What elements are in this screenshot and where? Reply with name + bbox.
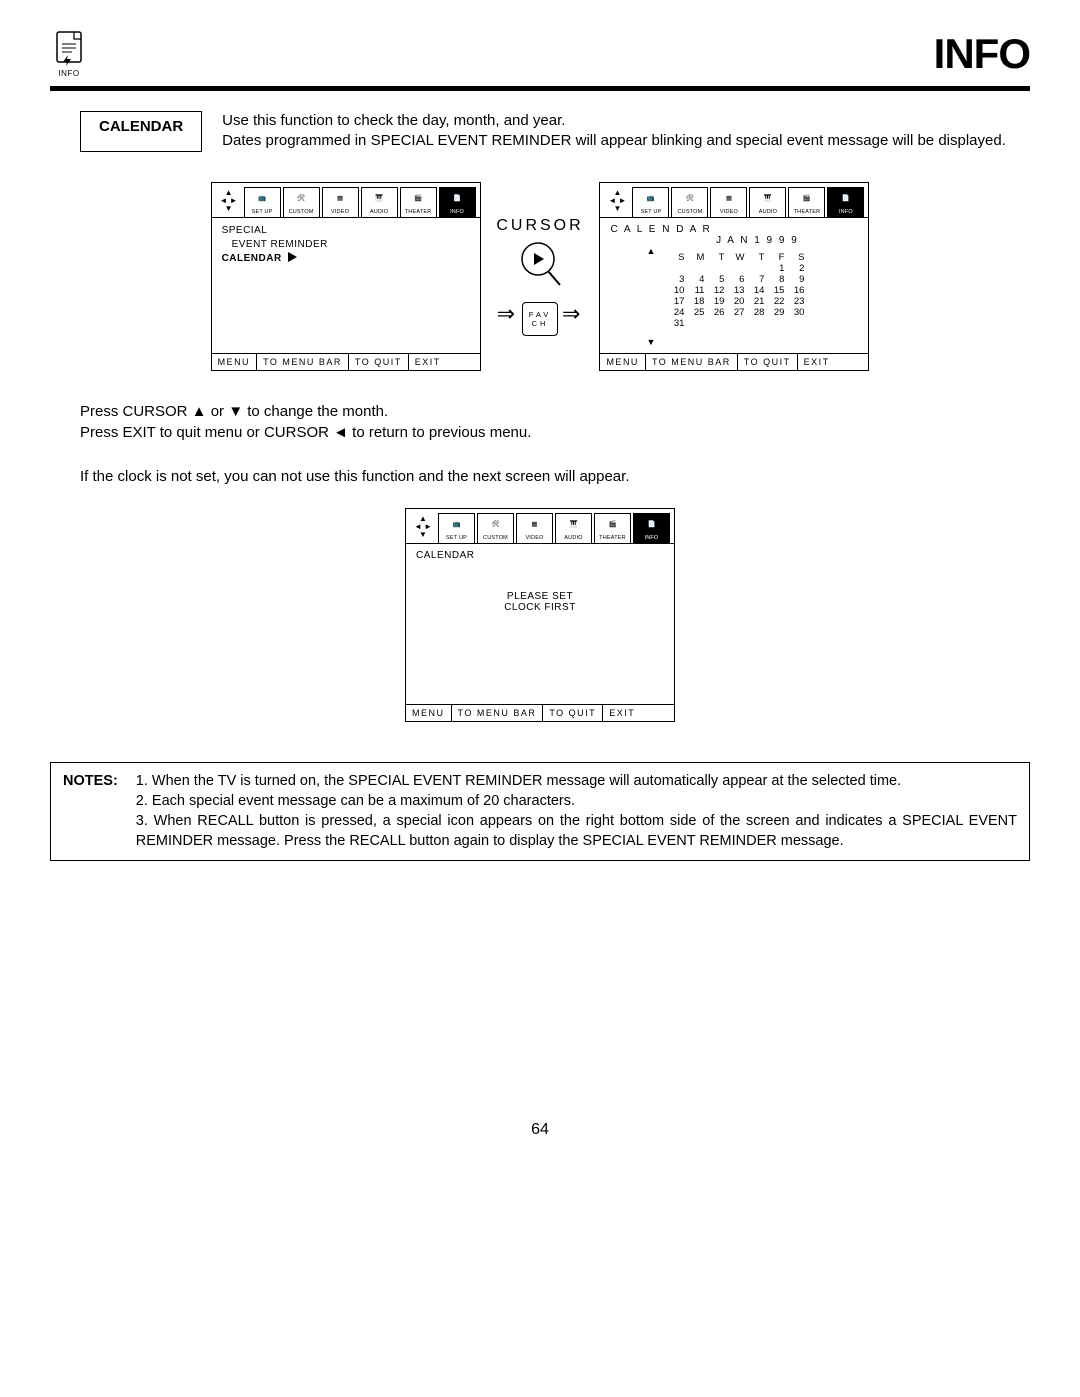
footer-bar: TO MENU BAR xyxy=(452,705,544,721)
tab-setup: 📺SET UP xyxy=(438,513,475,543)
section-label: CALENDAR xyxy=(80,111,202,152)
tab-theater: 🎬THEATER xyxy=(788,187,825,217)
page-number: 64 xyxy=(50,1121,1030,1139)
footer-exit: EXIT xyxy=(409,354,447,370)
cursor-label: CURSOR xyxy=(493,217,588,235)
info-page-icon xyxy=(54,31,84,67)
cursor-block: CURSOR ⇒ FAV CH ⇒ xyxy=(493,217,588,336)
page-header: INFO INFO xyxy=(50,30,1030,91)
nav-arrows-icon: ▲◄ ►▼ xyxy=(410,513,436,543)
tab-info: 📄INFO xyxy=(633,513,670,543)
tab-audio: 🎹AUDIO xyxy=(361,187,398,217)
header-title: INFO xyxy=(934,30,1030,78)
osd1-body: SPECIAL EVENT REMINDER CALENDAR xyxy=(212,218,480,353)
section-text: Use this function to check the day, mont… xyxy=(222,111,1030,152)
osd1-line3: CALENDAR xyxy=(222,252,470,266)
osd2-heading: C A L E N D A R xyxy=(610,224,858,235)
notes-box: NOTES: 1. When the TV is turned on, the … xyxy=(50,762,1030,861)
notes-label: NOTES: xyxy=(63,771,118,852)
nav-arrows-icon: ▲◄ ►▼ xyxy=(604,187,630,217)
osd2-footer: MENU TO MENU BAR TO QUIT EXIT xyxy=(600,353,868,370)
osd1-tabs: ▲◄ ►▼ 📺SET UP 🛠CUSTOM ▦VIDEO 🎹AUDIO 🎬THE… xyxy=(212,183,480,218)
footer-exit: EXIT xyxy=(798,354,836,370)
instruction-line2: Press EXIT to quit menu or CURSOR ◄ to r… xyxy=(80,422,1030,444)
osd1-footer: MENU TO MENU BAR TO QUIT EXIT xyxy=(212,353,480,370)
calendar-month-year: J A N 1 9 9 9 xyxy=(656,235,858,246)
tab-video: ▦VIDEO xyxy=(516,513,553,543)
tab-custom: 🛠CUSTOM xyxy=(477,513,514,543)
tab-custom: 🛠CUSTOM xyxy=(283,187,320,217)
footer-menu: MENU xyxy=(406,705,452,721)
osd3-heading: CALENDAR xyxy=(416,550,664,561)
osd3-wrapper: ▲◄ ►▼ 📺SET UP 🛠CUSTOM ▦VIDEO 🎹AUDIO 🎬THE… xyxy=(50,508,1030,722)
tab-audio: 🎹AUDIO xyxy=(555,513,592,543)
footer-quit: TO QUIT xyxy=(738,354,798,370)
up-arrow-icon: ▲ xyxy=(646,246,655,256)
footer-bar: TO MENU BAR xyxy=(646,354,738,370)
osd3-footer: MENU TO MENU BAR TO QUIT EXIT xyxy=(406,704,674,721)
footer-menu: MENU xyxy=(600,354,646,370)
magnifier-icon xyxy=(510,235,570,287)
ch-label: CH xyxy=(523,319,557,328)
osd3-msg2: CLOCK FIRST xyxy=(416,602,664,613)
osd2-tabs: ▲◄ ►▼ 📺SET UP 🛠CUSTOM ▦VIDEO 🎹AUDIO 🎬THE… xyxy=(600,183,868,218)
footer-exit: EXIT xyxy=(603,705,641,721)
tab-video: ▦VIDEO xyxy=(710,187,747,217)
down-arrow-icon: ▼ xyxy=(646,337,655,347)
osd3-msg1: PLEASE SET xyxy=(416,591,664,602)
footer-menu: MENU xyxy=(212,354,258,370)
nav-arrows-icon: ▲◄ ►▼ xyxy=(216,187,242,217)
instruction-text: Press CURSOR ▲ or ▼ to change the month.… xyxy=(80,401,1030,488)
calendar-section: CALENDAR Use this function to check the … xyxy=(80,111,1030,152)
tab-setup: 📺SET UP xyxy=(632,187,669,217)
footer-bar: TO MENU BAR xyxy=(257,354,349,370)
footer-quit: TO QUIT xyxy=(543,705,603,721)
tab-info: 📄INFO xyxy=(827,187,864,217)
fav-ch-button: FAV CH xyxy=(522,302,558,336)
osd-screens-row: ▲◄ ►▼ 📺SET UP 🛠CUSTOM ▦VIDEO 🎹AUDIO 🎬THE… xyxy=(50,182,1030,371)
instruction-line1: Press CURSOR ▲ or ▼ to change the month. xyxy=(80,401,1030,423)
arrow-left-icon: ⇒ xyxy=(493,301,522,327)
osd3-body: CALENDAR PLEASE SET CLOCK FIRST xyxy=(406,544,674,704)
tab-audio: 🎹AUDIO xyxy=(749,187,786,217)
osd-screen-3: ▲◄ ►▼ 📺SET UP 🛠CUSTOM ▦VIDEO 🎹AUDIO 🎬THE… xyxy=(405,508,675,722)
info-icon-label: INFO xyxy=(50,69,88,78)
footer-quit: TO QUIT xyxy=(349,354,409,370)
notes-list: 1. When the TV is turned on, the SPECIAL… xyxy=(136,771,1017,852)
tab-setup: 📺SET UP xyxy=(244,187,281,217)
tab-theater: 🎬THEATER xyxy=(594,513,631,543)
instruction-line3: If the clock is not set, you can not use… xyxy=(80,466,1030,488)
info-icon-box: INFO xyxy=(50,31,88,78)
tab-custom: 🛠CUSTOM xyxy=(671,187,708,217)
tab-info: 📄INFO xyxy=(439,187,476,217)
osd2-body: C A L E N D A R ▲ ▼ J A N 1 9 9 9 SMTWTF… xyxy=(600,218,868,353)
osd3-tabs: ▲◄ ►▼ 📺SET UP 🛠CUSTOM ▦VIDEO 🎹AUDIO 🎬THE… xyxy=(406,509,674,544)
osd1-line1: SPECIAL xyxy=(222,224,470,238)
tab-video: ▦VIDEO xyxy=(322,187,359,217)
fav-label: FAV xyxy=(523,310,557,319)
page: INFO INFO CALENDAR Use this function to … xyxy=(0,0,1080,1169)
arrow-right-icon: ⇒ xyxy=(558,301,587,327)
osd-screen-2: ▲◄ ►▼ 📺SET UP 🛠CUSTOM ▦VIDEO 🎹AUDIO 🎬THE… xyxy=(599,182,869,371)
tab-theater: 🎬THEATER xyxy=(400,187,437,217)
calendar-grid: SMTWTFS123456789101112131415161718192021… xyxy=(666,252,858,329)
osd1-line2: EVENT REMINDER xyxy=(222,238,470,252)
osd-screen-1: ▲◄ ►▼ 📺SET UP 🛠CUSTOM ▦VIDEO 🎹AUDIO 🎬THE… xyxy=(211,182,481,371)
